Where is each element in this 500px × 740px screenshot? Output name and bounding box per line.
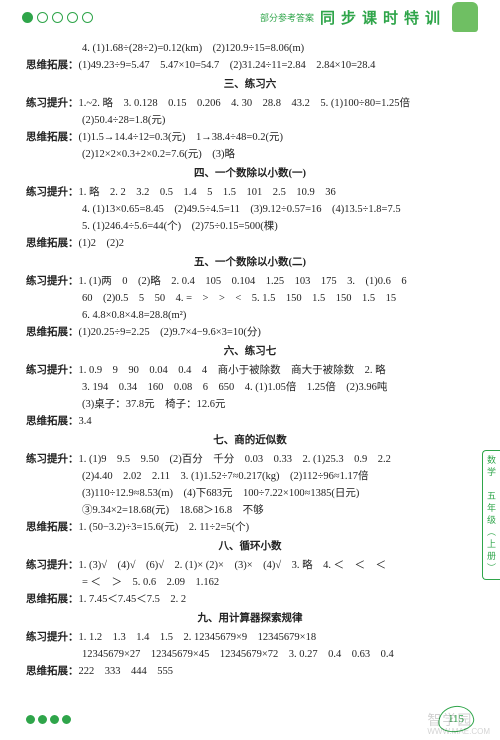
dot-icon bbox=[22, 12, 33, 23]
section-title: 五、一个数除以小数(二) bbox=[26, 254, 474, 271]
answer-line: 练习提升：1. 0.9 9 90 0.04 0.4 4 商小于被除数 商大于被除… bbox=[26, 362, 474, 379]
dot-icon bbox=[50, 715, 59, 724]
answer-line: (2)50.4÷28=1.8(元) bbox=[26, 112, 474, 129]
answer-line: 60 (2)0.5 5 50 4. = > > < 5. 1.5 150 1.5… bbox=[26, 290, 474, 307]
answer-line: 思维拓展：1. (50−3.2)÷3=15.6(元) 2. 11÷2=5(个) bbox=[26, 519, 474, 536]
answer-line: 练习提升：1. (1)9 9.5 9.50 (2)百分 千分 0.03 0.33… bbox=[26, 451, 474, 468]
section-title: 六、练习七 bbox=[26, 343, 474, 360]
answer-line: (3)桌子：37.8元 椅子：12.6元 bbox=[26, 396, 474, 413]
answer-line: 思维拓展：1. 7.45＜7.45＜7.5 2. 2 bbox=[26, 591, 474, 608]
dot-icon bbox=[26, 715, 35, 724]
section-title: 三、练习六 bbox=[26, 76, 474, 93]
answer-line: (3)110÷12.9≈8.53(m) (4)下683元 100÷7.22×10… bbox=[26, 485, 474, 502]
dot-icon bbox=[52, 12, 63, 23]
answer-line: 练习提升：1. 略 2. 2 3.2 0.5 1.4 5 1.5 101 2.5… bbox=[26, 184, 474, 201]
answer-line: 练习提升：1. 1.2 1.3 1.4 1.5 2. 12345679×9 12… bbox=[26, 629, 474, 646]
answer-line: 4. (1)1.68÷(28÷2)=0.12(km) (2)120.9÷15=8… bbox=[26, 40, 474, 57]
answer-line: (2)4.40 2.02 2.11 3. (1)1.52÷7≈0.217(kg)… bbox=[26, 468, 474, 485]
answer-line: 12345679×27 12345679×45 12345679×72 3. 0… bbox=[26, 646, 474, 663]
answer-line: (2)12×2×0.3+2×0.2=7.6(元) (3)略 bbox=[26, 146, 474, 163]
mascot-icon bbox=[452, 2, 478, 32]
section-title: 九、用计算器探索规律 bbox=[26, 610, 474, 627]
side-tab: 数学 五年级（上册） bbox=[482, 450, 500, 580]
watermark: 智学园 WWW.MAE.COM bbox=[427, 710, 490, 736]
dot-icon bbox=[38, 715, 47, 724]
footer-dots bbox=[26, 715, 71, 724]
dot-icon bbox=[62, 715, 71, 724]
dot-icon bbox=[82, 12, 93, 23]
watermark-sub: WWW.MAE.COM bbox=[427, 727, 490, 736]
answer-line: 思维拓展：(1)49.23÷9=5.47 5.47×10=54.7 (2)31.… bbox=[26, 57, 474, 74]
section-title: 七、商的近似数 bbox=[26, 432, 474, 449]
answer-line: 4. (1)13×0.65=8.45 (2)49.5÷4.5=11 (3)9.1… bbox=[26, 201, 474, 218]
header-subtitle: 部分参考答案 bbox=[260, 11, 314, 24]
watermark-main: 智学园 bbox=[427, 712, 472, 728]
answer-line: 练习提升：1. (3)√ (4)√ (6)√ 2. (1)× (2)× (3)×… bbox=[26, 557, 474, 574]
header-title-wrap: 部分参考答案 同步课时特训 bbox=[260, 2, 478, 32]
answer-line: 思维拓展：(1)2 (2)2 bbox=[26, 235, 474, 252]
answer-line: 思维拓展：(1)20.25÷9=2.25 (2)9.7×4−9.6×3=10(分… bbox=[26, 324, 474, 341]
page-header: 部分参考答案 同步课时特训 bbox=[0, 0, 500, 34]
header-dots bbox=[22, 12, 93, 23]
answer-line: 练习提升：1. (1)两 0 (2)略 2. 0.4 105 0.104 1.2… bbox=[26, 273, 474, 290]
header-title: 同步课时特训 bbox=[320, 7, 446, 28]
answer-line: 练习提升：1.~2. 略 3. 0.128 0.15 0.206 4. 30 2… bbox=[26, 95, 474, 112]
answer-line: ③9.34×2=18.68(元) 18.68＞16.8 不够 bbox=[26, 502, 474, 519]
answer-line: 思维拓展：3.4 bbox=[26, 413, 474, 430]
dot-icon bbox=[67, 12, 78, 23]
answer-line: 3. 194 0.34 160 0.08 6 650 4. (1)1.05倍 1… bbox=[26, 379, 474, 396]
answer-line: 5. (1)246.4÷5.6=44(个) (2)75÷0.15=500(棵) bbox=[26, 218, 474, 235]
section-title: 八、循环小数 bbox=[26, 538, 474, 555]
answer-content: 4. (1)1.68÷(28÷2)=0.12(km) (2)120.9÷15=8… bbox=[0, 40, 500, 680]
answer-line: 6. 4.8×0.8×4.8=28.8(m²) bbox=[26, 307, 474, 324]
dot-icon bbox=[37, 12, 48, 23]
answer-line: 思维拓展：222 333 444 555 bbox=[26, 663, 474, 680]
section-title: 四、一个数除以小数(一) bbox=[26, 165, 474, 182]
page-footer: 115 bbox=[0, 706, 500, 732]
answer-line: 思维拓展：(1)1.5→14.4÷12=0.3(元) 1→38.4÷48=0.2… bbox=[26, 129, 474, 146]
answer-line: = ＜ ＞ 5. 0.6 2.09 1.162 bbox=[26, 574, 474, 591]
